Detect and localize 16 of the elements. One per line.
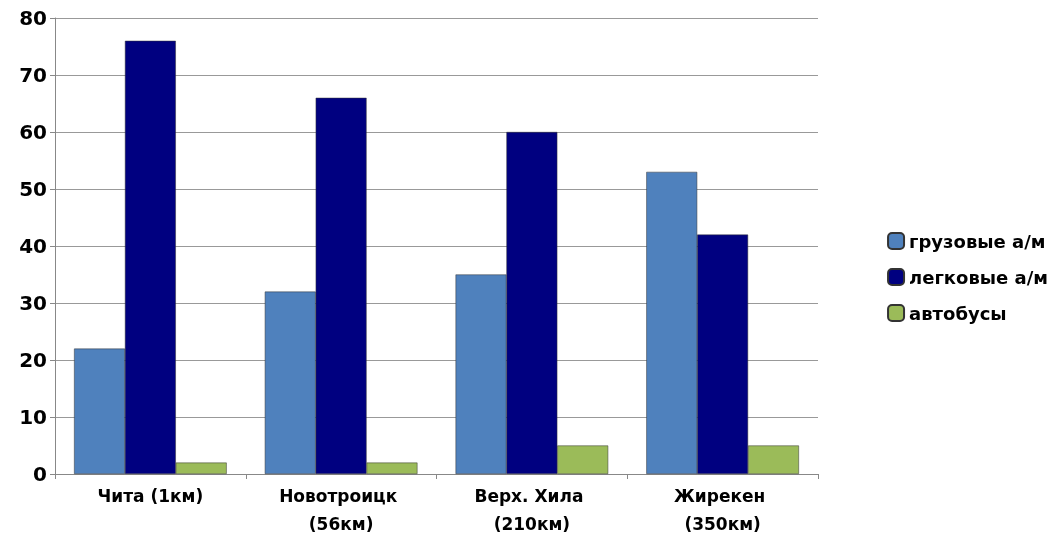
legend-label: автобусы — [909, 302, 1007, 324]
y-tick-label: 30 — [19, 291, 47, 315]
y-tick-label: 0 — [33, 462, 47, 486]
y-tick-label: 60 — [19, 120, 47, 144]
y-tick-label: 20 — [19, 348, 47, 372]
x-tick-label: Жирекен (350км) — [674, 486, 772, 534]
y-tick-label: 80 — [19, 6, 47, 30]
y-tick-label: 40 — [19, 234, 47, 258]
x-tick-label: Чита (1км) — [97, 486, 204, 506]
y-tick-label: 70 — [19, 63, 47, 87]
x-tick-label: Верх. Хила (210км) — [474, 486, 590, 534]
y-tick-label: 50 — [19, 177, 47, 201]
legend-label: легковые а/м — [909, 266, 1049, 288]
legend-label: грузовые а/м — [909, 230, 1046, 252]
x-tick-label: Новотроицк (56км) — [279, 486, 404, 534]
y-tick-label: 10 — [19, 405, 47, 429]
